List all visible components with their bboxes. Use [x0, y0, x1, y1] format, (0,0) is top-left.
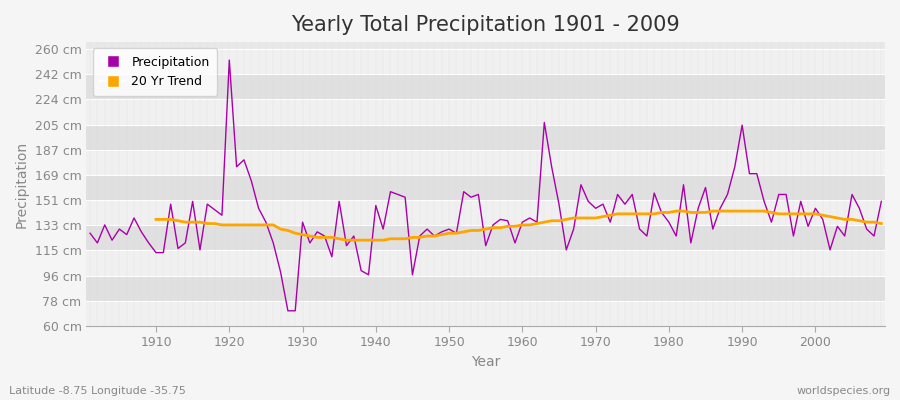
Precipitation: [363, 272, 374, 277]
Precipitation: [283, 308, 293, 313]
Bar: [86, 74, 885, 99]
Precipitation: [320, 234, 330, 238]
Legend: Precipitation, 20 Yr Trend: Precipitation, 20 Yr Trend: [93, 48, 217, 96]
20 Yr Trend: [670, 209, 681, 214]
20 Yr Trend: [150, 217, 161, 222]
X-axis label: Year: Year: [471, 355, 500, 369]
20 Yr Trend: [341, 238, 352, 242]
Precipitation: [532, 220, 543, 224]
Text: worldspecies.org: worldspecies.org: [796, 386, 891, 396]
Precipitation: [619, 202, 630, 206]
20 Yr Trend: [290, 231, 301, 236]
Bar: [86, 175, 885, 200]
Line: Precipitation: Precipitation: [90, 60, 881, 311]
Bar: [86, 301, 885, 326]
Precipitation: [525, 216, 535, 220]
20 Yr Trend: [854, 218, 865, 223]
Precipitation: [85, 231, 95, 236]
20 Yr Trend: [832, 216, 842, 220]
20 Yr Trend: [532, 221, 543, 226]
Bar: [86, 225, 885, 250]
Bar: [86, 125, 885, 150]
Line: 20 Yr Trend: 20 Yr Trend: [156, 211, 881, 240]
Precipitation: [876, 199, 886, 204]
Precipitation: [143, 240, 154, 245]
Bar: [86, 250, 885, 276]
Bar: [86, 99, 885, 125]
Bar: [86, 276, 885, 301]
Bar: [86, 200, 885, 225]
Y-axis label: Precipitation: Precipitation: [15, 140, 29, 228]
Bar: [86, 49, 885, 74]
20 Yr Trend: [320, 235, 330, 240]
20 Yr Trend: [590, 216, 601, 220]
20 Yr Trend: [876, 221, 886, 226]
Text: Latitude -8.75 Longitude -35.75: Latitude -8.75 Longitude -35.75: [9, 386, 186, 396]
Precipitation: [224, 58, 235, 62]
Title: Yearly Total Precipitation 1901 - 2009: Yearly Total Precipitation 1901 - 2009: [292, 15, 680, 35]
Bar: [86, 150, 885, 175]
